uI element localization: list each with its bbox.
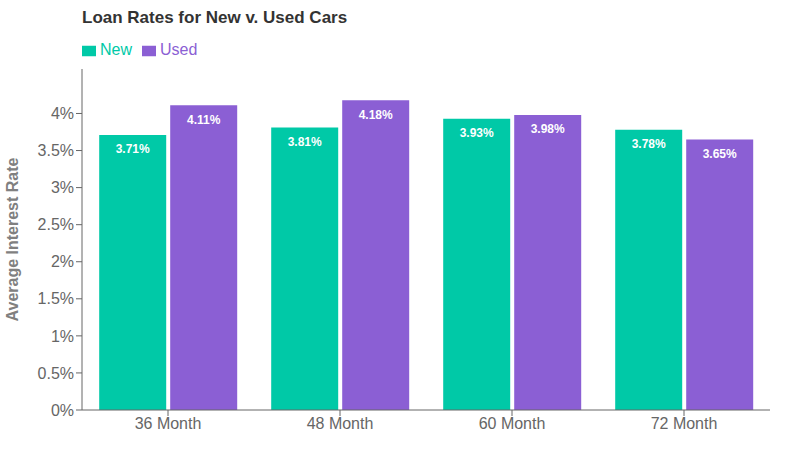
svg-text:3.93%: 3.93% [460, 126, 494, 140]
svg-text:3%: 3% [51, 179, 74, 196]
svg-text:2%: 2% [51, 253, 74, 270]
svg-text:0.5%: 0.5% [38, 365, 74, 382]
svg-text:2.5%: 2.5% [38, 216, 74, 233]
svg-text:1.5%: 1.5% [38, 290, 74, 307]
svg-text:48 Month: 48 Month [307, 415, 374, 432]
svg-text:Average Interest Rate: Average Interest Rate [8, 157, 21, 321]
html-text:New: New [100, 41, 132, 58]
html-text:Used: Used [160, 41, 198, 58]
html-text:Loan Rates for New v. Used Car: Loan Rates for New v. Used Cars [82, 8, 348, 27]
svg-text:3.71%: 3.71% [116, 142, 150, 156]
svg-text:72 Month: 72 Month [651, 415, 718, 432]
svg-text:3.5%: 3.5% [38, 142, 74, 159]
svg-text:36 Month: 36 Month [135, 415, 202, 432]
svg-text:4%: 4% [51, 105, 74, 122]
svg-text:1%: 1% [51, 328, 74, 345]
svg-text:3.81%: 3.81% [288, 135, 322, 149]
svg-text:4.11%: 4.11% [187, 113, 221, 127]
svg-text:4.18%: 4.18% [359, 108, 393, 122]
svg-text:3.65%: 3.65% [703, 147, 737, 161]
svg-text:60 Month: 60 Month [479, 415, 546, 432]
svg-text:3.78%: 3.78% [632, 137, 666, 151]
svg-text:0%: 0% [51, 402, 74, 419]
svg-text:3.98%: 3.98% [531, 122, 565, 136]
